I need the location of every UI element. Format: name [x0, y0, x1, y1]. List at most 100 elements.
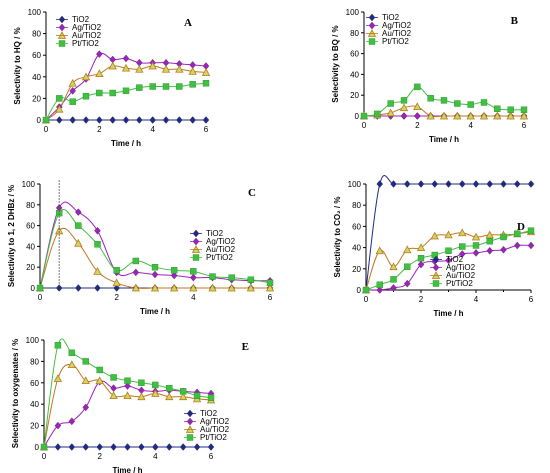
data-point-pt-tio2: [82, 93, 90, 100]
data-point-au-tio2: [95, 69, 104, 77]
data-point-tio2: [189, 116, 196, 124]
data-point-pt-tio2: [124, 377, 131, 384]
data-point-au-tio2: [426, 111, 435, 120]
data-point-ag-tio2: [110, 384, 117, 392]
data-point-ag-tio2: [96, 50, 103, 58]
data-point-pt-tio2: [166, 384, 173, 392]
data-point-pt-tio2: [136, 84, 143, 91]
data-point-au-tio2: [265, 283, 275, 292]
chart-d: 0 20 40 60 80 100 0 2 4 6 Time / h Selectivity to C…: [333, 175, 536, 318]
x-axis-title: Time / h: [112, 466, 142, 473]
data-point-pt-tio2: [207, 394, 215, 401]
chart-c: 0 20 40 60 80 100 0 2 4 6 Time / h Selectivity to 1…: [7, 180, 275, 316]
y-tick-label: 0: [37, 116, 42, 125]
data-point-au-tio2: [519, 111, 529, 120]
data-point-pt-tio2: [132, 257, 140, 265]
data-point-pt-tio2: [486, 238, 493, 245]
data-point-au-tio2: [175, 64, 184, 73]
data-point-tio2: [417, 180, 425, 188]
data-point-au-tio2: [439, 111, 449, 120]
legend-label: TiO2: [446, 255, 464, 264]
data-point-pt-tio2: [376, 281, 383, 288]
data-point-pt-tio2: [445, 247, 452, 254]
data-point-pt-tio2: [176, 83, 183, 90]
data-point-au-tio2: [208, 283, 217, 292]
y-tick-label: 80: [32, 30, 41, 39]
x-axis-title: Time / h: [111, 139, 141, 148]
data-point-tio2: [527, 180, 535, 188]
y-axis-title: Selectivity to CO₂ / %: [333, 197, 342, 278]
legend-label: Pt/TiO2: [382, 37, 409, 46]
data-point-pt-tio2: [122, 87, 130, 95]
data-point-ag-tio2: [68, 417, 76, 426]
data-point-pt-tio2: [266, 279, 274, 286]
data-point-pt-tio2: [75, 222, 82, 229]
data-point-au-tio2: [399, 103, 409, 112]
y-tick-label: 20: [350, 91, 359, 100]
data-point-pt-tio2: [387, 100, 394, 107]
data-point-pt-tio2: [54, 342, 62, 349]
data-point-ag-tio2: [486, 246, 494, 255]
data-point-ag-tio2: [417, 260, 425, 269]
y-tick-label: 80: [30, 357, 39, 366]
data-point-pt-tio2: [179, 388, 187, 395]
data-point-ag-tio2: [472, 249, 480, 257]
data-point-tio2: [136, 116, 143, 124]
data-point-pt-tio2: [96, 89, 103, 97]
x-tick-label: 0: [364, 295, 369, 304]
x-tick-label: 0: [44, 125, 49, 134]
x-tick-label: 6: [209, 452, 214, 461]
panel-label: B: [511, 15, 519, 27]
data-point-pt-tio2: [514, 230, 521, 238]
data-point-ag-tio2: [122, 54, 130, 63]
data-point-pt-tio2: [507, 106, 514, 113]
y-tick-label: 100: [26, 336, 40, 345]
data-point-pt-tio2: [149, 83, 156, 90]
data-point-au-tio2: [389, 262, 398, 271]
y-tick-label: 100: [348, 180, 362, 189]
legend-label: Pt/TiO2: [72, 39, 99, 48]
series-line-au-tio2: [39, 227, 270, 289]
x-tick-label: 2: [97, 452, 102, 461]
chart-e: 0 20 40 60 80 100 0 2 4 6 Time / h Selectivity to o…: [11, 336, 249, 473]
data-point-pt-tio2: [400, 97, 408, 104]
x-tick-label: 2: [419, 295, 424, 304]
y-axis-title: Selectivity to HQ / %: [13, 27, 22, 104]
data-point-au-tio2: [169, 283, 179, 292]
legend-label: Ag/TiO2: [206, 237, 236, 246]
data-point-au-tio2: [165, 392, 174, 401]
data-point-au-tio2: [178, 392, 188, 401]
legend-label: TiO2: [200, 409, 218, 418]
data-point-ag-tio2: [170, 271, 178, 280]
y-tick-label: 40: [26, 242, 35, 251]
data-point-tio2: [179, 443, 187, 451]
data-point-pt-tio2: [152, 381, 159, 389]
data-point-au-tio2: [375, 246, 384, 255]
data-point-tio2: [486, 180, 494, 188]
data-point-tio2: [207, 443, 215, 451]
y-tick-label: 100: [22, 180, 36, 189]
data-point-tio2: [124, 443, 131, 451]
y-tick-label: 100: [28, 8, 42, 17]
data-point-au-tio2: [151, 389, 160, 397]
x-tick-label: 2: [415, 121, 420, 130]
legend-label: Au/TiO2: [200, 425, 230, 434]
data-point-au-tio2: [54, 226, 64, 235]
data-point-tio2: [472, 180, 480, 188]
data-point-au-tio2: [121, 63, 131, 72]
x-tick-label: 6: [204, 125, 209, 134]
data-point-au-tio2: [430, 231, 439, 240]
data-point-tio2: [82, 116, 90, 124]
y-tick-label: 80: [352, 201, 361, 210]
data-point-au-tio2: [148, 61, 157, 70]
y-tick-label: 20: [352, 265, 361, 274]
data-point-au-tio2: [506, 111, 515, 120]
data-point-au-tio2: [188, 67, 197, 75]
data-point-pt-tio2: [404, 263, 411, 270]
panel-label: C: [248, 187, 256, 199]
y-axis-title: Selectivity to 1, 2 DHBz / %: [7, 185, 16, 287]
data-point-au-tio2: [413, 102, 422, 111]
data-point-au-tio2: [493, 111, 502, 120]
